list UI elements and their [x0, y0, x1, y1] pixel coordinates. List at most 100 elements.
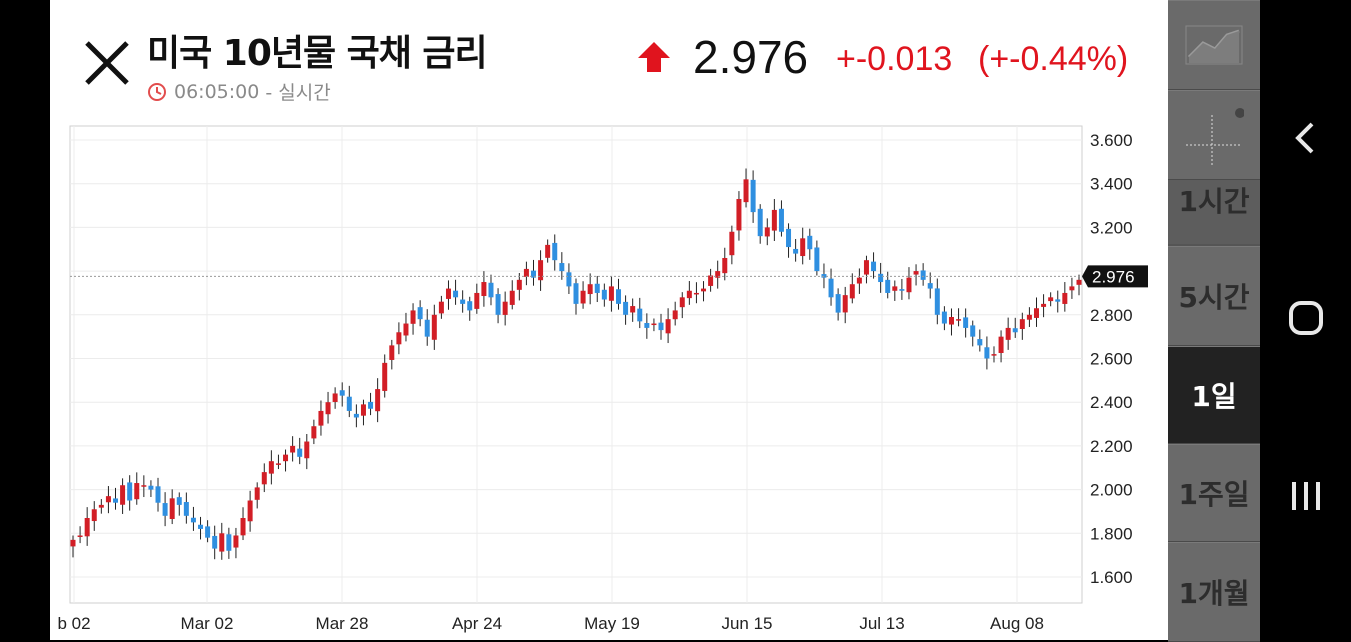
candle-body [885, 279, 891, 293]
candle-body [176, 497, 182, 505]
candle-body [254, 487, 260, 500]
candle-body [814, 247, 820, 272]
timeframe-1m-button[interactable]: 1개월 [1168, 542, 1260, 642]
candle-body [474, 292, 480, 309]
candle-body [268, 461, 274, 474]
timeframe-5h-button[interactable]: 5시간 [1168, 246, 1260, 346]
candle-body [693, 292, 699, 295]
back-icon[interactable] [1286, 118, 1326, 158]
timeframe-1w-label: 1주일 [1178, 478, 1250, 511]
candle-body [729, 231, 735, 256]
price-change: +-0.013 [836, 40, 953, 78]
candle-body [651, 323, 657, 326]
timeframe-1w-button[interactable]: 1주일 [1168, 444, 1260, 542]
up-arrow-icon [638, 42, 670, 72]
candle-body [481, 282, 487, 297]
crosshair-button[interactable] [1168, 90, 1260, 180]
candle-body [403, 323, 409, 336]
x-tick-label: May 19 [584, 614, 640, 633]
candle-body [835, 294, 841, 313]
candle-body [757, 208, 763, 237]
candle-body [460, 299, 466, 304]
close-icon[interactable] [82, 38, 132, 88]
candle-body [616, 289, 622, 304]
candle-body [941, 311, 947, 324]
candle-body [722, 257, 728, 274]
timeframe-1h-button[interactable]: 1시간 [1168, 180, 1260, 244]
candle-body [559, 263, 565, 272]
candle-body [856, 277, 862, 284]
candle-body [842, 295, 848, 313]
candle-body [219, 533, 225, 552]
timeframe-1d-button[interactable]: 1일 [1168, 346, 1260, 444]
candle-body [580, 290, 586, 304]
timeframe-1m-label: 1개월 [1178, 577, 1250, 610]
candle-body [807, 235, 813, 250]
candle-body [247, 500, 253, 522]
candle-body [644, 323, 650, 328]
candle-body [800, 238, 806, 257]
candle-body [134, 483, 140, 500]
candle-body [346, 396, 352, 411]
y-tick-label: 1.800 [1090, 524, 1133, 543]
recents-icon[interactable] [1286, 476, 1326, 516]
time-suffix: - 실시간 [265, 82, 331, 104]
current-price: 2.976 [693, 31, 809, 83]
time-value: 06:05:00 [174, 80, 260, 103]
timeframe-sidebar: 1시간 5시간 1일 1주일 1개월 [1168, 0, 1260, 642]
candle-body [878, 273, 884, 283]
candle-body [736, 198, 742, 231]
chart-type-button[interactable] [1168, 0, 1260, 90]
candle-body [1062, 292, 1068, 304]
candle-body [715, 271, 721, 278]
candle-body [375, 389, 381, 412]
candle-body [871, 261, 877, 272]
candle-body [991, 354, 997, 356]
candle-body [1041, 303, 1047, 307]
candle-body [84, 518, 90, 537]
candle-body [686, 290, 692, 299]
price-change-percent: (+-0.44%) [978, 40, 1129, 78]
candle-body [849, 284, 855, 299]
candle-body [1019, 319, 1025, 330]
candle-body [198, 524, 204, 529]
candle-body [934, 288, 940, 315]
candle-body [906, 277, 912, 293]
candle-body [445, 288, 451, 299]
candle-body [587, 284, 593, 295]
timeframe-1d-label: 1일 [1191, 380, 1237, 413]
candle-body [396, 332, 402, 345]
y-tick-label: 2.200 [1090, 437, 1133, 456]
candle-body [701, 288, 707, 292]
candle-body [1048, 297, 1054, 302]
y-tick-label: 2.400 [1090, 393, 1133, 412]
x-tick-label: b 02 [57, 614, 90, 633]
candle-body [970, 325, 976, 337]
candle-body [764, 227, 770, 237]
candle-body [793, 248, 799, 254]
candle-body [495, 294, 501, 315]
candle-body [927, 283, 933, 289]
candle-body [665, 319, 671, 334]
candle-body [311, 426, 317, 439]
candle-body [623, 301, 629, 315]
candle-body [240, 518, 246, 536]
candle-body [956, 319, 962, 321]
x-tick-label: Aug 08 [990, 614, 1044, 633]
candle-body [431, 314, 437, 340]
candle-body [658, 322, 664, 331]
candle-body [948, 316, 954, 325]
candle-body [743, 179, 749, 203]
y-tick-label: 2.600 [1090, 350, 1133, 369]
candlestick-chart[interactable]: 3.6003.4003.2003.0002.8002.6002.4002.200… [0, 0, 1168, 640]
candle-body [325, 402, 331, 415]
home-icon[interactable] [1286, 298, 1326, 338]
candle-body [963, 317, 969, 328]
candle-body [141, 485, 147, 487]
line-chart-icon [1185, 25, 1243, 65]
candle-body [127, 482, 133, 501]
candle-body [332, 393, 338, 402]
candle-body [509, 290, 515, 305]
system-nav-bar [1260, 0, 1351, 640]
candle-body [1005, 327, 1011, 340]
